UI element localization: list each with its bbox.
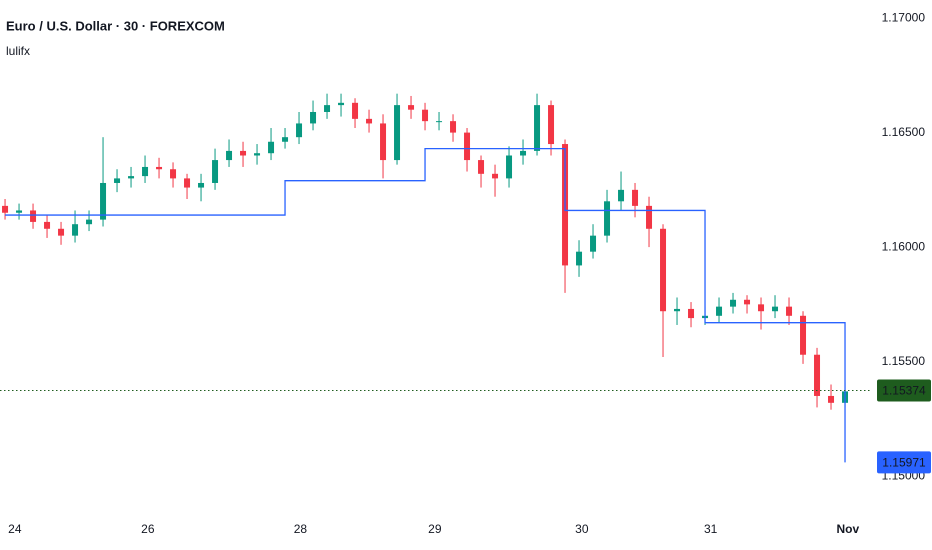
candle-body xyxy=(716,306,723,316)
candle-body xyxy=(604,201,611,236)
y-tick-label: 1.15500 xyxy=(882,354,926,368)
candle-body xyxy=(86,219,93,225)
candle-body xyxy=(380,123,387,161)
candle-body xyxy=(660,228,667,312)
chart-title: Euro / U.S. Dollar · 30 · FOREXCOM xyxy=(6,18,225,33)
candle-body xyxy=(688,308,695,319)
x-tick-label: 31 xyxy=(704,522,718,536)
candle-body xyxy=(2,205,9,213)
candle-body xyxy=(16,210,23,213)
candle-body xyxy=(422,109,429,122)
candle-body xyxy=(212,160,219,183)
candle-body xyxy=(450,121,457,133)
candle-body xyxy=(58,228,65,236)
candle-body xyxy=(814,354,821,396)
candle-body xyxy=(492,173,499,179)
x-tick-label: 24 xyxy=(8,522,22,536)
candle-body xyxy=(30,210,37,222)
candle-body xyxy=(338,102,345,106)
candle-body xyxy=(240,150,247,156)
candle-body xyxy=(156,166,163,170)
candle-body xyxy=(100,182,107,220)
candle-body xyxy=(828,395,835,403)
candle-body xyxy=(128,176,135,179)
candle-body xyxy=(674,308,681,312)
y-tick-label: 1.16000 xyxy=(882,239,926,253)
candle-body xyxy=(394,105,401,161)
candle-body xyxy=(198,182,205,188)
candle-body xyxy=(520,150,527,156)
candle-body xyxy=(296,123,303,138)
candle-body xyxy=(114,178,121,183)
candle-body xyxy=(478,160,485,174)
candle-body xyxy=(730,299,737,307)
candle-body xyxy=(464,132,471,161)
candle-body xyxy=(310,111,317,124)
candle-body xyxy=(142,166,149,177)
candle-body xyxy=(282,137,289,142)
x-tick-label: Nov xyxy=(836,522,859,536)
y-tick-label: 1.16500 xyxy=(882,125,926,139)
candle-body xyxy=(744,299,751,305)
indicator-label: 1.15971 xyxy=(882,456,926,470)
candle-body xyxy=(548,105,555,145)
candle-body xyxy=(436,121,443,123)
candle-body xyxy=(618,189,625,202)
indicator-box xyxy=(877,451,931,474)
candle-body xyxy=(366,118,373,124)
candle-body xyxy=(506,155,513,179)
candle-body xyxy=(72,224,79,236)
candle-body xyxy=(254,153,261,156)
candle-body xyxy=(576,251,583,266)
candle-body xyxy=(226,150,233,161)
x-tick-label: 28 xyxy=(294,522,308,536)
last-price-label: 1.15374 xyxy=(882,384,926,398)
candle-body xyxy=(44,221,51,229)
candle-body xyxy=(632,189,639,206)
candle-body xyxy=(324,105,331,112)
chart-subtitle: lulifx xyxy=(6,44,30,58)
candle-body xyxy=(772,306,779,312)
candle-body xyxy=(408,105,415,110)
candle-body xyxy=(786,306,793,316)
indicator-line xyxy=(5,147,846,463)
last-price-box xyxy=(877,379,931,402)
candle-body xyxy=(590,235,597,252)
candle-body xyxy=(800,315,807,355)
x-tick-label: 30 xyxy=(575,522,589,536)
candle-body xyxy=(646,205,653,229)
x-tick-label: 29 xyxy=(428,522,442,536)
y-tick-label: 1.17000 xyxy=(882,10,926,24)
x-tick-label: 26 xyxy=(141,522,155,536)
candle-body xyxy=(184,178,191,188)
candle-body xyxy=(170,169,177,179)
candle-body xyxy=(352,102,359,119)
candle-body xyxy=(268,141,275,154)
candle-body xyxy=(534,105,541,151)
candle-body xyxy=(758,304,765,312)
